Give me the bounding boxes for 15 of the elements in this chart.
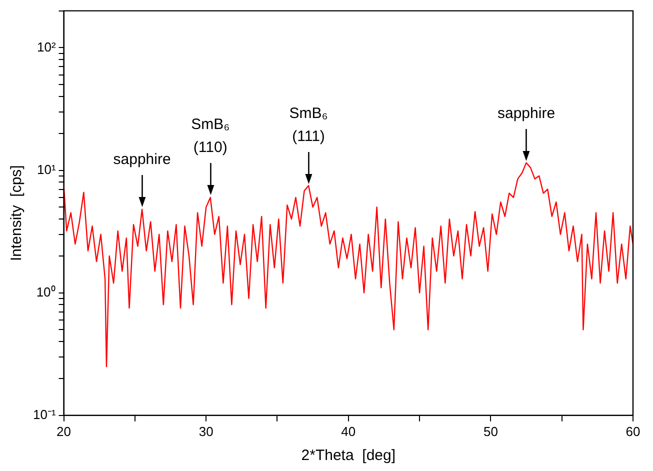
annotation: sapphire: [113, 150, 171, 170]
annotation: sapphire: [497, 104, 556, 124]
x-tick-label: 20: [56, 424, 72, 439]
y-tick-label: 10¹: [36, 162, 56, 177]
x-tick-label: 40: [341, 424, 356, 439]
annotation: SmB₆ (111): [289, 104, 328, 147]
y-tick-label: 10⁰: [36, 284, 56, 300]
annotation: SmB₆ (110): [191, 115, 230, 158]
y-tick-label: 10⁻¹: [32, 406, 56, 422]
x-tick-label: 50: [483, 424, 498, 439]
x-tick-label: 30: [198, 424, 214, 439]
y-tick-label: 10²: [36, 39, 56, 54]
y-axis-title: Intensity [cps]: [8, 165, 26, 262]
x-axis-title: 2*Theta [deg]: [301, 447, 396, 464]
x-tick-label: 60: [626, 424, 640, 439]
